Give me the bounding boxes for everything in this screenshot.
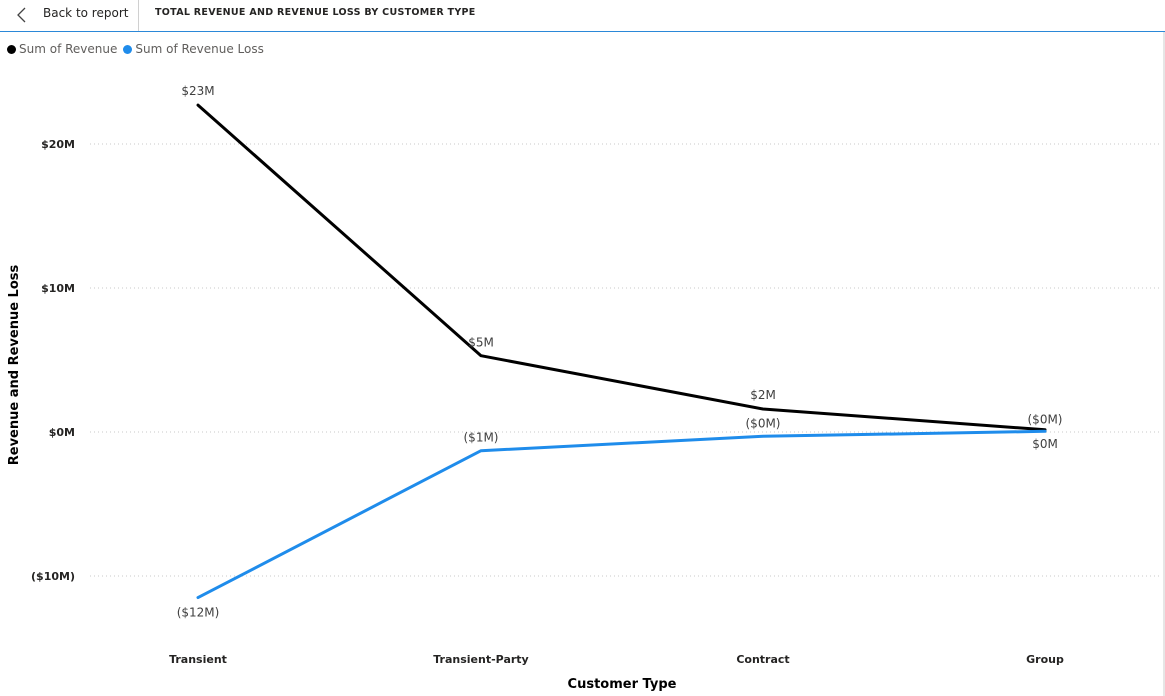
y-axis: $20M $10M $0M ($10M) [31, 138, 75, 583]
data-labels: $23M $5M $2M $0M ($12M) ($1M) ($0M) ($0M) [177, 84, 1063, 619]
legend-item-revenue-loss[interactable]: Sum of Revenue Loss [123, 42, 264, 56]
revenue-loss-data-label: ($0M) [1028, 412, 1063, 426]
gridlines [90, 143, 1160, 577]
legend-label-revenue: Sum of Revenue [19, 42, 118, 56]
revenue-line [196, 103, 1047, 432]
revenue-loss-data-label: ($12M) [177, 606, 220, 620]
visual-border [1163, 32, 1165, 696]
y-axis-title: Revenue and Revenue Loss [7, 264, 22, 465]
x-tick-label: Group [1026, 653, 1064, 666]
x-axis-title: Customer Type [568, 677, 677, 692]
revenue-loss-line [196, 429, 1047, 600]
top-bar: Back to report TOTAL REVENUE AND REVENUE… [0, 0, 1165, 32]
legend-label-revenue-loss: Sum of Revenue Loss [135, 42, 264, 56]
x-tick-label: Contract [736, 653, 789, 666]
x-tick-label: Transient-Party [433, 653, 528, 666]
y-tick-label: $10M [41, 282, 75, 295]
legend-item-revenue[interactable]: Sum of Revenue [7, 42, 117, 56]
visual-title: TOTAL REVENUE AND REVENUE LOSS BY CUSTOM… [155, 7, 476, 18]
back-to-report-label: Back to report [43, 6, 129, 20]
chart-legend: Sum of Revenue Sum of Revenue Loss [7, 42, 270, 56]
revenue-loss-data-label: ($0M) [746, 416, 781, 430]
revenue-data-label: $5M [468, 336, 494, 350]
legend-marker-revenue [7, 44, 16, 54]
revenue-data-label: $2M [750, 388, 776, 402]
x-axis: Transient Transient-Party Contract Group [169, 653, 1064, 666]
x-tick-label: Transient [169, 653, 227, 666]
y-tick-label: $0M [49, 426, 75, 439]
chevron-left-icon [17, 7, 26, 23]
y-tick-label: ($10M) [31, 570, 75, 583]
revenue-data-label: $0M [1032, 437, 1058, 451]
series-lines [196, 103, 1047, 600]
y-tick-label: $20M [41, 138, 75, 151]
revenue-data-label: $23M [181, 84, 214, 98]
back-to-report-button[interactable]: Back to report [0, 0, 139, 31]
revenue-loss-data-label: ($1M) [464, 431, 499, 445]
legend-marker-revenue-loss [123, 44, 133, 54]
